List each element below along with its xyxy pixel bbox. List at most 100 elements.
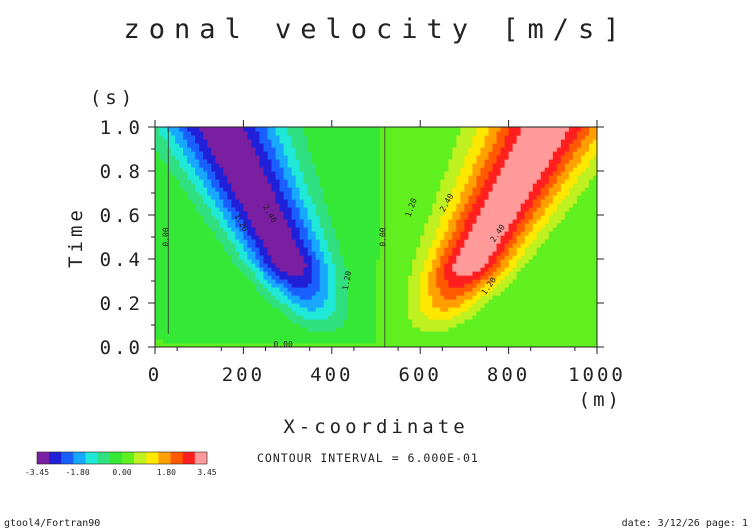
field-cell — [319, 299, 325, 304]
field-cell — [428, 247, 433, 252]
field-cell — [576, 339, 582, 344]
field-cell — [323, 343, 329, 347]
field-cell — [303, 247, 309, 252]
field-cell — [464, 271, 470, 276]
field-cell — [171, 199, 176, 204]
field-cell — [179, 163, 184, 168]
field-cell — [263, 223, 269, 228]
field-cell — [452, 271, 457, 276]
field-cell — [359, 287, 365, 292]
field-cell — [211, 219, 216, 224]
field-cell — [408, 311, 413, 316]
field-cell — [492, 279, 498, 284]
field-cell — [564, 219, 570, 224]
field-cell — [400, 219, 405, 224]
field-cell — [311, 331, 317, 336]
field-cell — [380, 247, 385, 252]
field-cell — [540, 303, 546, 308]
field-cell — [444, 167, 449, 172]
field-cell — [159, 215, 164, 220]
field-cell — [163, 307, 168, 312]
field-cell — [424, 231, 429, 236]
field-cell — [556, 287, 562, 292]
field-cell — [500, 303, 506, 308]
field-cell — [223, 271, 228, 276]
field-cell — [468, 319, 474, 324]
field-cell — [384, 307, 389, 312]
field-cell — [448, 235, 453, 240]
field-cell — [299, 243, 305, 248]
field-cell — [175, 275, 180, 280]
field-cell — [484, 287, 490, 292]
field-cell — [295, 323, 301, 328]
field-cell — [299, 235, 305, 240]
field-cell — [564, 187, 570, 192]
field-cell — [468, 279, 474, 284]
field-cell — [295, 287, 301, 292]
field-cell — [516, 243, 522, 248]
field-cell — [456, 231, 461, 236]
field-cell — [247, 247, 253, 252]
field-cell — [496, 203, 502, 208]
field-cell — [580, 307, 586, 312]
field-cell — [183, 179, 188, 184]
field-cell — [211, 327, 216, 332]
field-cell — [215, 179, 220, 184]
field-cell — [155, 179, 160, 184]
field-cell — [536, 315, 542, 320]
field-cell — [480, 251, 486, 256]
field-cell — [199, 311, 204, 316]
field-cell — [428, 287, 433, 292]
field-cell — [408, 331, 413, 336]
field-cell — [291, 207, 297, 212]
field-cell — [327, 175, 333, 180]
field-cell — [552, 195, 558, 200]
field-cell — [227, 263, 232, 268]
field-cell — [472, 307, 478, 312]
field-cell — [371, 203, 377, 208]
field-cell — [155, 291, 160, 296]
field-cell — [347, 327, 353, 332]
field-cell — [420, 339, 425, 344]
field-cell — [488, 327, 494, 332]
field-cell — [408, 323, 413, 328]
field-cell — [275, 163, 281, 168]
field-cell — [307, 223, 313, 228]
field-cell — [544, 319, 550, 324]
field-cell — [255, 199, 261, 204]
field-cell — [496, 279, 502, 284]
field-cell — [536, 179, 542, 184]
field-cell — [175, 179, 180, 184]
field-cell — [572, 199, 578, 204]
field-cell — [456, 303, 461, 308]
field-cell — [540, 279, 546, 284]
field-cell — [191, 231, 196, 236]
field-cell — [520, 267, 526, 272]
field-cell — [524, 303, 530, 308]
field-cell — [239, 223, 244, 228]
field-cell — [552, 251, 558, 256]
field-cell — [392, 219, 397, 224]
field-cell — [568, 319, 574, 324]
field-cell — [468, 299, 474, 304]
field-cell — [207, 307, 212, 312]
field-cell — [183, 215, 188, 220]
field-cell — [267, 215, 273, 220]
field-cell — [339, 327, 345, 332]
field-cell — [564, 195, 570, 200]
field-cell — [299, 271, 305, 276]
field-cell — [219, 315, 224, 320]
field-cell — [432, 167, 437, 172]
field-cell — [187, 291, 192, 296]
field-cell — [448, 199, 453, 204]
field-cell — [588, 291, 594, 296]
field-cell — [163, 259, 168, 264]
field-cell — [283, 187, 289, 192]
field-cell — [520, 295, 526, 300]
field-cell — [380, 207, 385, 212]
field-cell — [520, 319, 526, 324]
field-cell — [219, 343, 224, 347]
field-cell — [504, 343, 510, 347]
field-cell — [476, 187, 482, 192]
field-cell — [572, 343, 578, 347]
